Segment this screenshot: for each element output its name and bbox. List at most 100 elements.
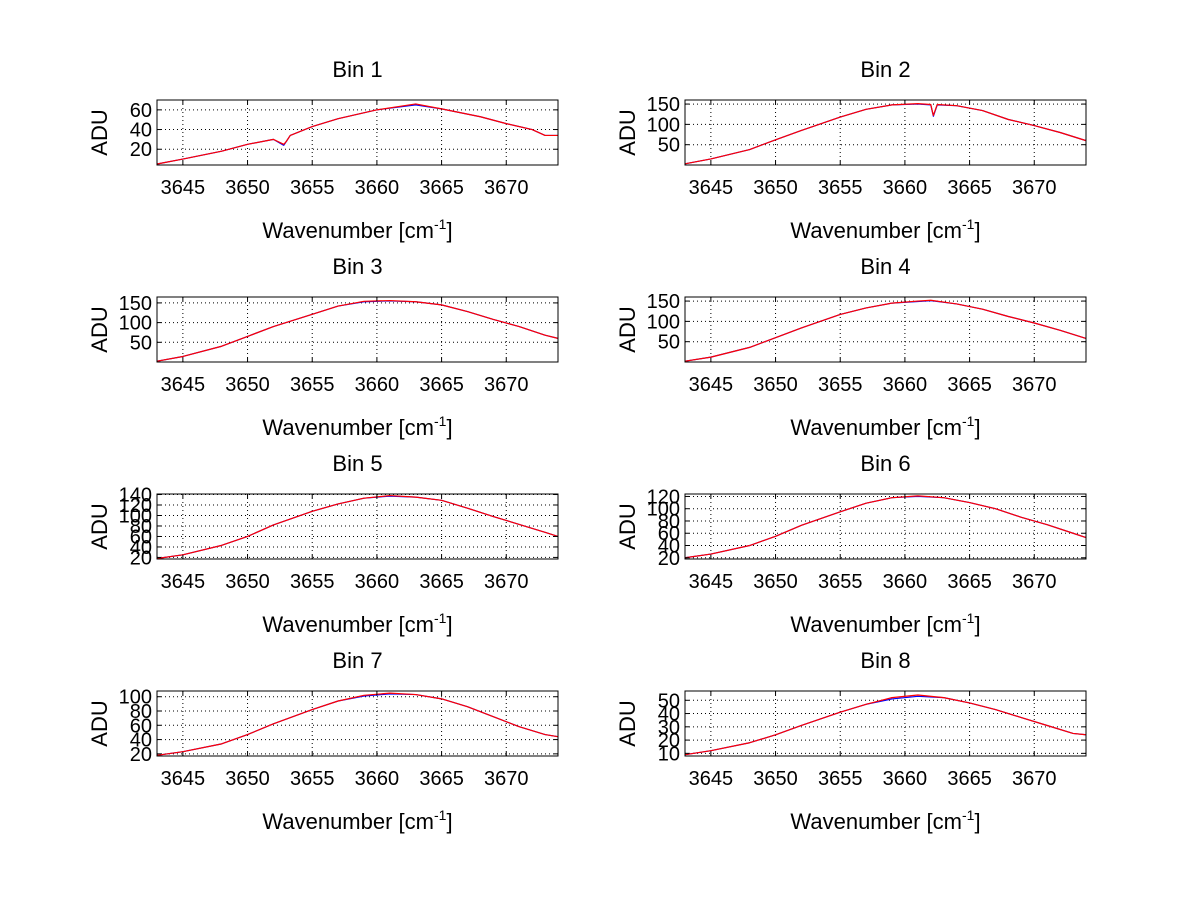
y-axis-label: ADU xyxy=(615,503,640,549)
grid xyxy=(157,100,558,165)
x-tick-label: 3650 xyxy=(225,374,270,396)
x-tick-label: 3655 xyxy=(290,571,335,593)
y-tick-label: 40 xyxy=(658,704,680,726)
y-tick-label: 100 xyxy=(119,313,152,335)
x-tick-label: 3660 xyxy=(355,571,400,593)
y-tick-label: 40 xyxy=(130,730,152,752)
y-tick-label: 120 xyxy=(647,486,680,508)
x-axis-label-main: Wavenumber [cm xyxy=(790,218,962,243)
x-axis-label-main: Wavenumber [cm xyxy=(790,809,962,834)
x-axis-label-superscript: -1 xyxy=(434,413,447,429)
plot-area xyxy=(156,296,559,363)
x-axis-label-superscript: -1 xyxy=(962,807,975,823)
axes-frame xyxy=(684,493,1087,560)
x-tick-label: 3650 xyxy=(225,177,270,199)
x-tick-label: 3670 xyxy=(484,571,529,593)
chart-title: Bin 8 xyxy=(860,648,910,673)
x-axis-label-suffix: ] xyxy=(974,218,980,243)
x-tick-label: 3645 xyxy=(161,374,206,396)
axes-frame xyxy=(156,690,559,757)
axes-frame xyxy=(156,99,559,166)
x-axis-label-suffix: ] xyxy=(446,809,452,834)
x-axis-label-suffix: ] xyxy=(974,415,980,440)
y-tick-label: 150 xyxy=(119,293,152,315)
x-tick-label: 3650 xyxy=(225,768,270,790)
plot-area xyxy=(684,493,1087,560)
x-tick-label: 3665 xyxy=(947,571,992,593)
y-tick-label: 20 xyxy=(658,548,680,570)
x-axis-label: Wavenumber [cm-1] xyxy=(790,610,980,637)
plot-area xyxy=(156,99,559,166)
x-tick-label: 3660 xyxy=(883,177,928,199)
x-axis-label-superscript: -1 xyxy=(962,610,975,626)
series-line-fit xyxy=(684,694,1087,756)
x-tick-label: 3660 xyxy=(355,374,400,396)
x-tick-label: 3645 xyxy=(689,571,734,593)
y-tick-label: 50 xyxy=(658,135,680,157)
x-tick-label: 3665 xyxy=(419,177,464,199)
grid xyxy=(157,494,558,559)
x-tick-label: 3660 xyxy=(883,571,928,593)
y-tick-label: 80 xyxy=(658,511,680,533)
x-tick-label: 3645 xyxy=(161,177,206,199)
x-axis-label: Wavenumber [cm-1] xyxy=(790,413,980,440)
x-tick-label: 3655 xyxy=(818,768,863,790)
y-tick-label: 50 xyxy=(658,690,680,712)
y-tick-label: 60 xyxy=(658,523,680,545)
x-axis-label-superscript: -1 xyxy=(962,216,975,232)
x-tick-label: 3655 xyxy=(818,177,863,199)
x-axis-label: Wavenumber [cm-1] xyxy=(262,610,452,637)
x-tick-label: 3670 xyxy=(1012,374,1057,396)
y-axis-label: ADU xyxy=(87,700,112,746)
x-tick-label: 3655 xyxy=(290,768,335,790)
x-axis-label: Wavenumber [cm-1] xyxy=(790,216,980,243)
axes-frame xyxy=(156,296,559,363)
x-axis-label-main: Wavenumber [cm xyxy=(262,218,434,243)
chart-title: Bin 3 xyxy=(332,254,382,279)
chart-title: Bin 1 xyxy=(332,57,382,82)
x-tick-label: 3660 xyxy=(355,768,400,790)
x-tick-label: 3670 xyxy=(484,374,529,396)
x-tick-label: 3665 xyxy=(419,374,464,396)
y-tick-label: 50 xyxy=(130,332,152,354)
x-tick-label: 3645 xyxy=(161,768,206,790)
x-tick-label: 3645 xyxy=(689,177,734,199)
y-tick-label: 40 xyxy=(130,537,152,559)
y-tick-label: 20 xyxy=(130,547,152,569)
y-tick-label: 140 xyxy=(119,485,152,507)
plot-area xyxy=(684,296,1087,363)
grid xyxy=(685,494,1086,559)
y-axis-label: ADU xyxy=(615,700,640,746)
x-tick-label: 3670 xyxy=(1012,768,1057,790)
x-tick-label: 3655 xyxy=(818,374,863,396)
y-axis-label: ADU xyxy=(87,306,112,352)
x-axis-label-superscript: -1 xyxy=(962,413,975,429)
x-tick-label: 3650 xyxy=(753,768,798,790)
x-axis-label-suffix: ] xyxy=(446,218,452,243)
plot-area xyxy=(156,690,559,757)
grid xyxy=(685,297,1086,362)
axes-frame xyxy=(156,493,559,560)
x-axis-label: Wavenumber [cm-1] xyxy=(262,216,452,243)
x-tick-label: 3665 xyxy=(419,571,464,593)
x-tick-label: 3650 xyxy=(225,571,270,593)
y-tick-label: 100 xyxy=(647,499,680,521)
x-axis-label-superscript: -1 xyxy=(434,807,447,823)
y-tick-label: 50 xyxy=(658,332,680,354)
y-tick-label: 120 xyxy=(119,495,152,517)
axes-frame xyxy=(684,690,1087,757)
x-tick-label: 3665 xyxy=(947,768,992,790)
y-tick-label: 20 xyxy=(130,744,152,766)
y-tick-label: 80 xyxy=(130,701,152,723)
x-axis-label: Wavenumber [cm-1] xyxy=(790,807,980,834)
x-axis-label-main: Wavenumber [cm xyxy=(790,612,962,637)
y-tick-label: 30 xyxy=(658,717,680,739)
y-tick-label: 150 xyxy=(647,94,680,116)
x-tick-label: 3665 xyxy=(419,768,464,790)
x-tick-label: 3660 xyxy=(355,177,400,199)
